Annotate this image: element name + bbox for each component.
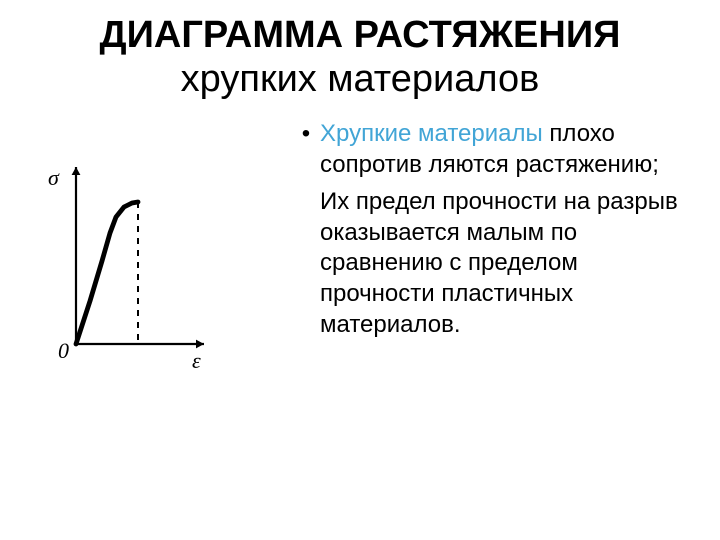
content-row: 0 ε σ • Хрупкие материалы плохо сопротив л…: [30, 119, 690, 379]
svg-text:0: 0: [58, 338, 69, 363]
paragraph-2: Их предел прочности на разрыв оказываетс…: [292, 187, 690, 341]
slide-title: ДИАГРАММА РАСТЯЖЕНИЯ хрупких материалов: [30, 14, 690, 101]
bullet-highlight: Хрупкие материалы: [320, 120, 543, 147]
chart-column: 0 ε σ: [30, 119, 284, 379]
stress-strain-chart: 0 ε σ: [34, 149, 224, 379]
svg-text:σ: σ: [48, 165, 60, 190]
bullet-symbol: •: [292, 119, 320, 149]
text-column: • Хрупкие материалы плохо сопротив ляютс…: [284, 119, 690, 340]
bullet-item-1: • Хрупкие материалы плохо сопротив ляютс…: [292, 119, 690, 180]
bullet-text: Хрупкие материалы плохо сопротив ляются …: [320, 119, 690, 180]
slide: ДИАГРАММА РАСТЯЖЕНИЯ хрупких материалов …: [0, 0, 720, 540]
title-line2: хрупких материалов: [181, 58, 540, 100]
title-line1: ДИАГРАММА РАСТЯЖЕНИЯ: [100, 14, 621, 56]
svg-text:ε: ε: [192, 348, 201, 373]
